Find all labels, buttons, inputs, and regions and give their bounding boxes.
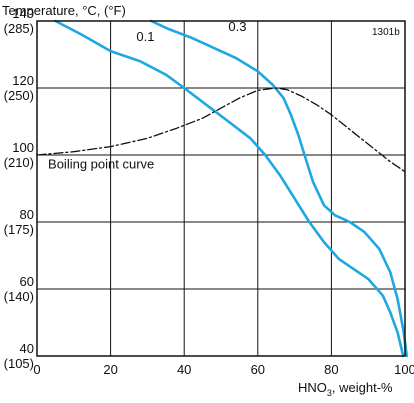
y-tick-label-fahrenheit: (210) [4,155,34,170]
y-tick-label: 140 [12,6,34,21]
figure-id-label: 1301b [372,27,400,38]
grid-layer [36,20,406,357]
y-axis-label: Temperature, °C, (°F) [2,3,126,18]
x-axis-label: HNO3, weight-% [298,380,393,398]
y-tick-label-fahrenheit: (140) [4,289,34,304]
y-tick-label: 80 [20,207,34,222]
x-tick-label: 0 [33,362,40,377]
series-label-3: Boiling point curve [48,156,154,171]
y-tick-label: 120 [12,73,34,88]
x-tick-label: 20 [103,362,117,377]
y-tick-label: 40 [20,341,34,356]
series-line-2 [149,19,409,358]
series-line-3 [36,87,406,173]
series-line-1 [54,19,405,358]
x-tick-label: 80 [324,362,338,377]
series-label-2: 0.3 [228,19,246,34]
y-tick-label-fahrenheit: (250) [4,88,34,103]
x-tick-label: 40 [177,362,191,377]
x-axis-label-tail: , weight-% [332,380,393,395]
plot-frame [36,20,406,357]
y-tick-label-fahrenheit: (105) [4,356,34,371]
y-tick-label: 60 [20,274,34,289]
x-axis-label-subscript: 3 [327,388,332,398]
series-layer: 0.1 0.3 Boiling point curve [36,19,409,358]
series-label-1: 0.1 [136,29,154,44]
y-tick-label-fahrenheit: (175) [4,222,34,237]
tick-label-layer: 0 20 40 60 80 100140(285)120(250)100(210)80(1… [4,6,414,377]
x-tick-label: 100 [394,362,414,377]
x-tick-label: 60 [251,362,265,377]
x-axis-label-main: HNO [298,380,327,395]
y-tick-label-fahrenheit: (285) [4,21,34,36]
y-tick-label: 100 [12,140,34,155]
